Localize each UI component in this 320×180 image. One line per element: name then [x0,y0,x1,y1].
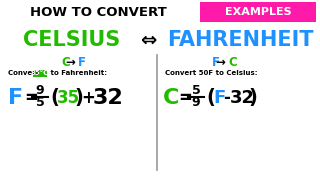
Text: →: → [65,55,75,69]
Text: 35°C: 35°C [31,70,49,76]
Text: 9: 9 [192,96,200,109]
Text: F: F [78,55,86,69]
FancyBboxPatch shape [200,2,316,22]
Text: (: ( [206,89,215,107]
Text: ): ) [248,89,257,107]
Text: 5: 5 [36,96,44,109]
Text: =: = [24,89,38,107]
Text: =: = [178,89,192,107]
Text: CELSIUS: CELSIUS [23,30,121,50]
Text: F: F [213,89,225,107]
Text: to Fahrenheit:: to Fahrenheit: [48,70,107,76]
Text: C: C [228,55,237,69]
Text: (: ( [50,89,59,107]
Text: 32: 32 [230,89,255,107]
Text: F: F [212,55,220,69]
Text: FAHRENHEIT: FAHRENHEIT [167,30,313,50]
Text: Convert: Convert [8,70,42,76]
Text: ⇔: ⇔ [140,30,156,50]
FancyBboxPatch shape [33,69,47,76]
Text: ): ) [74,89,83,107]
Text: C: C [61,55,70,69]
Text: 32: 32 [93,88,124,108]
Text: +: + [81,89,95,107]
Text: →: → [215,55,225,69]
Text: C: C [163,88,180,108]
Text: F: F [8,88,23,108]
Text: Convert 50F to Celsius:: Convert 50F to Celsius: [165,70,258,76]
Text: 5: 5 [192,84,200,98]
Text: 9: 9 [36,84,44,98]
Text: HOW TO CONVERT: HOW TO CONVERT [30,6,166,19]
Text: -: - [223,89,230,107]
Text: 35: 35 [57,89,80,107]
Text: EXAMPLES: EXAMPLES [225,7,291,17]
